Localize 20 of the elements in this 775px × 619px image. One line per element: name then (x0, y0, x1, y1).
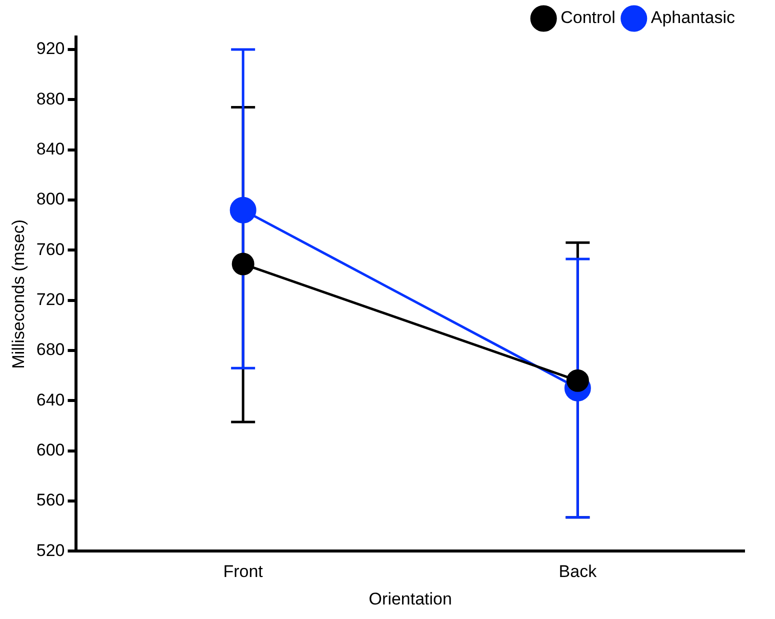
y-tick-label: 920 (36, 39, 65, 58)
y-tick-label: 560 (36, 490, 65, 510)
point (566, 369, 589, 392)
point (230, 196, 256, 224)
x-axis-title: Orientation (368, 589, 452, 608)
y-tick-label: 840 (36, 140, 65, 159)
y-tick-label: 520 (36, 540, 65, 560)
x-tick-label: Back (558, 562, 598, 582)
y-tick-label: 600 (36, 440, 65, 460)
legend-label: Control (560, 8, 616, 28)
y-tick-label: 680 (36, 340, 65, 360)
y-tick-label: 720 (36, 290, 65, 310)
y-axis-title: Milliseconds (msec) (8, 219, 28, 369)
y-tick-label: 760 (36, 240, 65, 259)
x-tick-label: Front (223, 562, 264, 582)
y-tick-label: 640 (36, 390, 65, 410)
legend-label: Aphantasic (650, 8, 736, 28)
point (232, 252, 254, 276)
y-tick-label: 880 (36, 89, 65, 108)
y-tick-label: 800 (36, 190, 65, 209)
